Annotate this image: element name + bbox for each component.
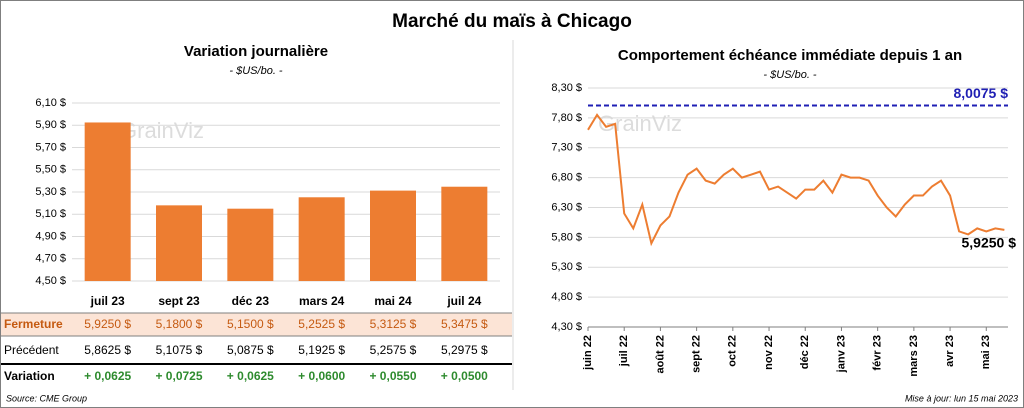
table-cell: + 0,0500	[441, 369, 488, 383]
y-tick-label: 5,70 $	[35, 141, 66, 153]
x-tick-label: oct 22	[727, 335, 739, 367]
table-cell: + 0,0625	[227, 369, 274, 383]
table-cell: + 0,0550	[369, 369, 416, 383]
y-tick-label: 4,90 $	[35, 230, 66, 242]
y-tick-label: 4,80 $	[551, 291, 582, 303]
x-tick-label: avr 23	[944, 335, 956, 367]
y-tick-label: 6,10 $	[35, 97, 66, 109]
x-tick-label: mars 23	[908, 335, 920, 377]
row-label: Variation	[4, 369, 55, 383]
y-tick-label: 5,50 $	[35, 164, 66, 176]
y-tick-label: 4,70 $	[35, 253, 66, 265]
table-cell: 5,2975 $	[441, 343, 488, 357]
table-cell: 5,1500 $	[227, 317, 274, 331]
bar	[156, 205, 202, 281]
x-tick-label: déc 22	[799, 335, 811, 369]
chart-title: Variation journalière	[184, 43, 328, 60]
x-tick-label: mars 24	[299, 294, 345, 308]
table-cell: 5,1800 $	[156, 317, 203, 331]
table-cell: 5,2525 $	[298, 317, 345, 331]
table-cell: + 0,0600	[298, 369, 345, 383]
y-tick-label: 8,30 $	[551, 82, 582, 94]
x-tick-label: juil 24	[446, 294, 481, 308]
table-cell: 5,8625 $	[84, 343, 131, 357]
table-cell: 5,1925 $	[298, 343, 345, 357]
y-tick-label: 5,10 $	[35, 208, 66, 220]
main-title: Marché du maïs à Chicago	[392, 11, 632, 32]
y-tick-label: 5,30 $	[35, 186, 66, 198]
bar	[441, 186, 488, 281]
line	[587, 113, 1005, 247]
y-tick-label: 5,90 $	[35, 119, 66, 131]
x-tick-label: juil 22	[618, 335, 630, 367]
y-tick-label: 5,80 $	[551, 231, 582, 243]
x-tick-label: mai 24	[374, 294, 412, 308]
row-label: Fermeture	[4, 317, 63, 331]
updated: Mise à jour: lun 15 mai 2023	[905, 393, 1018, 403]
y-tick-label: 6,80 $	[551, 172, 582, 184]
chart-title: Comportement échéance immédiate depuis 1…	[618, 47, 962, 64]
table-cell: 5,3125 $	[370, 317, 417, 331]
x-tick-label: févr 23	[872, 335, 884, 370]
source: Source: CME Group	[6, 393, 87, 403]
table-cell: 5,9250 $	[84, 317, 131, 331]
table-cell: 5,2575 $	[370, 343, 417, 357]
x-tick-label: sept 23	[158, 294, 200, 308]
x-tick-label: nov 22	[763, 335, 775, 370]
y-tick-label: 6,30 $	[551, 201, 582, 213]
x-tick-label: juil 23	[90, 294, 125, 308]
y-tick-label: 4,50 $	[35, 275, 66, 287]
table-cell: 5,3475 $	[441, 317, 488, 331]
y-tick-label: 7,80 $	[551, 112, 582, 124]
watermark: GrainViz	[598, 111, 682, 136]
y-tick-label: 5,30 $	[551, 261, 582, 273]
bar	[84, 122, 131, 281]
x-tick-label: sept 22	[691, 335, 703, 373]
x-tick-label: août 22	[654, 335, 666, 374]
reference-label: 8,0075 $	[954, 85, 1009, 101]
y-tick-label: 7,30 $	[551, 142, 582, 154]
table-cell: + 0,0625	[84, 369, 131, 383]
x-tick-label: déc 23	[232, 294, 270, 308]
chart-subtitle: - $US/bo. -	[763, 69, 817, 81]
bar	[227, 208, 274, 281]
watermark: GrainViz	[120, 118, 204, 143]
table-cell: + 0,0725	[155, 369, 202, 383]
bar	[298, 197, 345, 281]
row-highlight	[1, 313, 512, 336]
x-tick-label: juin 22	[582, 335, 594, 371]
row-label: Précédent	[4, 343, 59, 357]
x-tick-label: janv 23	[835, 335, 847, 373]
x-tick-label: mai 23	[980, 335, 992, 369]
y-tick-label: 4,30 $	[551, 321, 582, 333]
table-cell: 5,0875 $	[227, 343, 274, 357]
last-value-label: 5,9250 $	[962, 235, 1017, 251]
bar	[370, 190, 416, 281]
table-cell: 5,1075 $	[156, 343, 203, 357]
chart-subtitle: - $US/bo. -	[229, 65, 283, 77]
